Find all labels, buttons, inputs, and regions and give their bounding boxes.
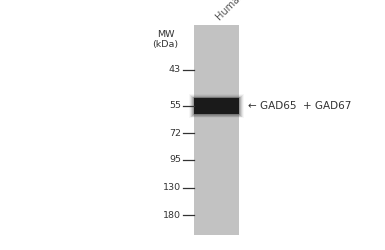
Bar [194,25,239,235]
Text: 95: 95 [169,156,181,164]
Bar [189,94,244,118]
Text: 72: 72 [169,128,181,138]
Bar [190,95,243,118]
Text: 130: 130 [163,183,181,192]
Text: MW
(kDa): MW (kDa) [152,30,179,50]
Bar [192,96,241,116]
Bar [193,97,240,115]
Bar [191,96,242,116]
Text: ← GAD65  + GAD67: ← GAD65 + GAD67 [248,101,352,111]
Text: 43: 43 [169,66,181,74]
Text: 180: 180 [163,210,181,220]
Text: Human brain: Human brain [214,0,266,22]
Bar [194,98,239,114]
Text: 55: 55 [169,101,181,110]
